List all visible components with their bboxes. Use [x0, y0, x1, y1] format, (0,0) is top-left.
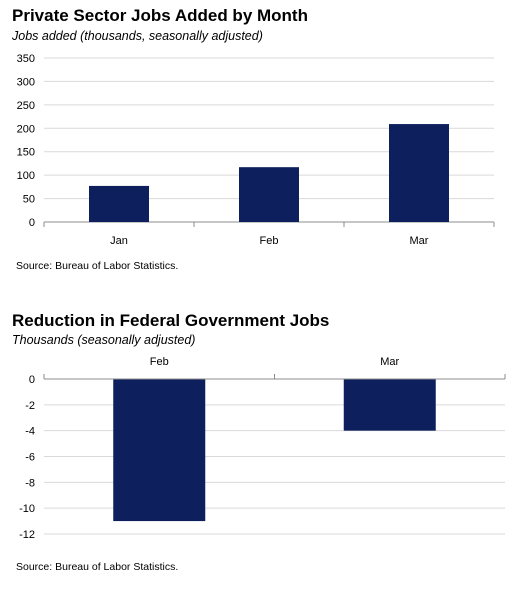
chart1-ytick-label: 100 [17, 170, 35, 182]
chart2-ytick-label: -10 [19, 503, 35, 515]
chart1-source: Source: Bureau of Labor Statistics. [16, 260, 179, 272]
chart1-xtick-label: Jan [110, 235, 128, 247]
chart2-xtick-label: Feb [150, 356, 169, 368]
chart2-bar-mar [343, 379, 436, 431]
chart2-ytick-label: -12 [19, 529, 35, 541]
chart1-ytick-label: 300 [17, 76, 35, 88]
chart1-title: Private Sector Jobs Added by Month [12, 6, 308, 25]
chart2-ytick-label: -4 [25, 426, 35, 438]
chart2-ytick-label: 0 [29, 374, 35, 386]
chart1-ytick-label: 0 [29, 217, 35, 229]
chart1-ytick-label: 350 [17, 53, 35, 65]
chart2-subtitle: Thousands (seasonally adjusted) [12, 333, 196, 347]
chart2-source: Source: Bureau of Labor Statistics. [16, 561, 179, 573]
chart1-ytick-label: 200 [17, 123, 35, 135]
chart1-bar-jan [89, 185, 149, 222]
chart2-xtick-label: Mar [380, 356, 399, 368]
chart1-plot: 0 50 100 150 200 250 300 350 Jan Feb Mar [17, 53, 495, 247]
chart1-bar-mar [389, 124, 449, 222]
chart1-subtitle: Jobs added (thousands, seasonally adjust… [12, 29, 263, 43]
chart2-ytick-label: -2 [25, 400, 35, 412]
chart1-ytick-label: 50 [23, 194, 35, 206]
chart2-bar-feb [113, 379, 206, 522]
chart1-ytick-label: 150 [17, 147, 35, 159]
chart1-bar-feb [239, 167, 299, 222]
chart2-title: Reduction in Federal Government Jobs [12, 311, 330, 330]
chart1-ytick-label: 250 [17, 100, 35, 112]
chart1-xtick-label: Feb [260, 235, 279, 247]
chart2-ytick-label: -8 [25, 477, 35, 489]
chart2-ytick-label: -6 [25, 452, 35, 464]
chart1-xtick-label: Mar [410, 235, 429, 247]
